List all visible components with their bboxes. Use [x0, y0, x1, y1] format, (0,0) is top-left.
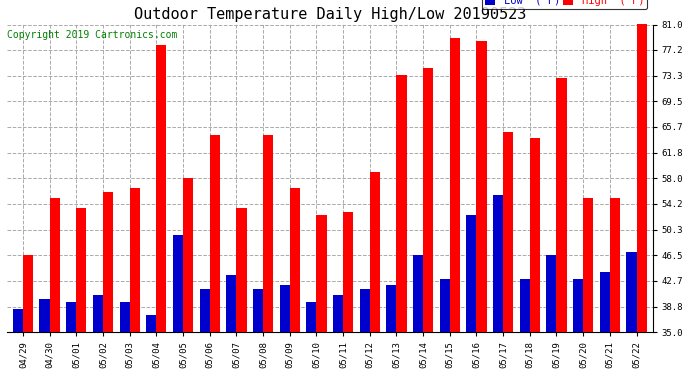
Bar	[520, 279, 530, 332]
Bar	[370, 172, 380, 332]
Bar	[600, 272, 610, 332]
Bar	[573, 279, 583, 332]
Title: Outdoor Temperature Daily High/Low 20190523: Outdoor Temperature Daily High/Low 20190…	[134, 7, 526, 22]
Bar	[290, 188, 300, 332]
Bar	[210, 135, 220, 332]
Bar	[503, 132, 513, 332]
Bar	[50, 198, 60, 332]
Text: Copyright 2019 Cartronics.com: Copyright 2019 Cartronics.com	[7, 30, 177, 39]
Bar	[237, 209, 246, 332]
Bar	[23, 255, 33, 332]
Bar	[610, 198, 620, 332]
Bar	[183, 178, 193, 332]
Bar	[199, 289, 210, 332]
Bar	[317, 215, 326, 332]
Bar	[413, 255, 423, 332]
Bar	[627, 252, 636, 332]
Bar	[493, 195, 503, 332]
Bar	[636, 24, 647, 332]
Bar	[103, 192, 113, 332]
Bar	[450, 38, 460, 332]
Bar	[263, 135, 273, 332]
Bar	[306, 302, 317, 332]
Bar	[157, 45, 166, 332]
Bar	[333, 296, 343, 332]
Bar	[546, 255, 557, 332]
Bar	[253, 289, 263, 332]
Bar	[466, 215, 477, 332]
Bar	[66, 302, 77, 332]
Bar	[423, 68, 433, 332]
Bar	[397, 75, 406, 332]
Bar	[440, 279, 450, 332]
Bar	[359, 289, 370, 332]
Bar	[343, 212, 353, 332]
Bar	[39, 299, 50, 332]
Bar	[477, 41, 486, 332]
Bar	[530, 138, 540, 332]
Bar	[583, 198, 593, 332]
Bar	[146, 315, 157, 332]
Bar	[93, 296, 103, 332]
Bar	[173, 235, 183, 332]
Bar	[226, 275, 237, 332]
Bar	[557, 78, 566, 332]
Bar	[77, 209, 86, 332]
Bar	[130, 188, 140, 332]
Bar	[119, 302, 130, 332]
Legend: Low  (°F), High  (°F): Low (°F), High (°F)	[482, 0, 647, 9]
Bar	[279, 285, 290, 332]
Bar	[13, 309, 23, 332]
Bar	[386, 285, 397, 332]
